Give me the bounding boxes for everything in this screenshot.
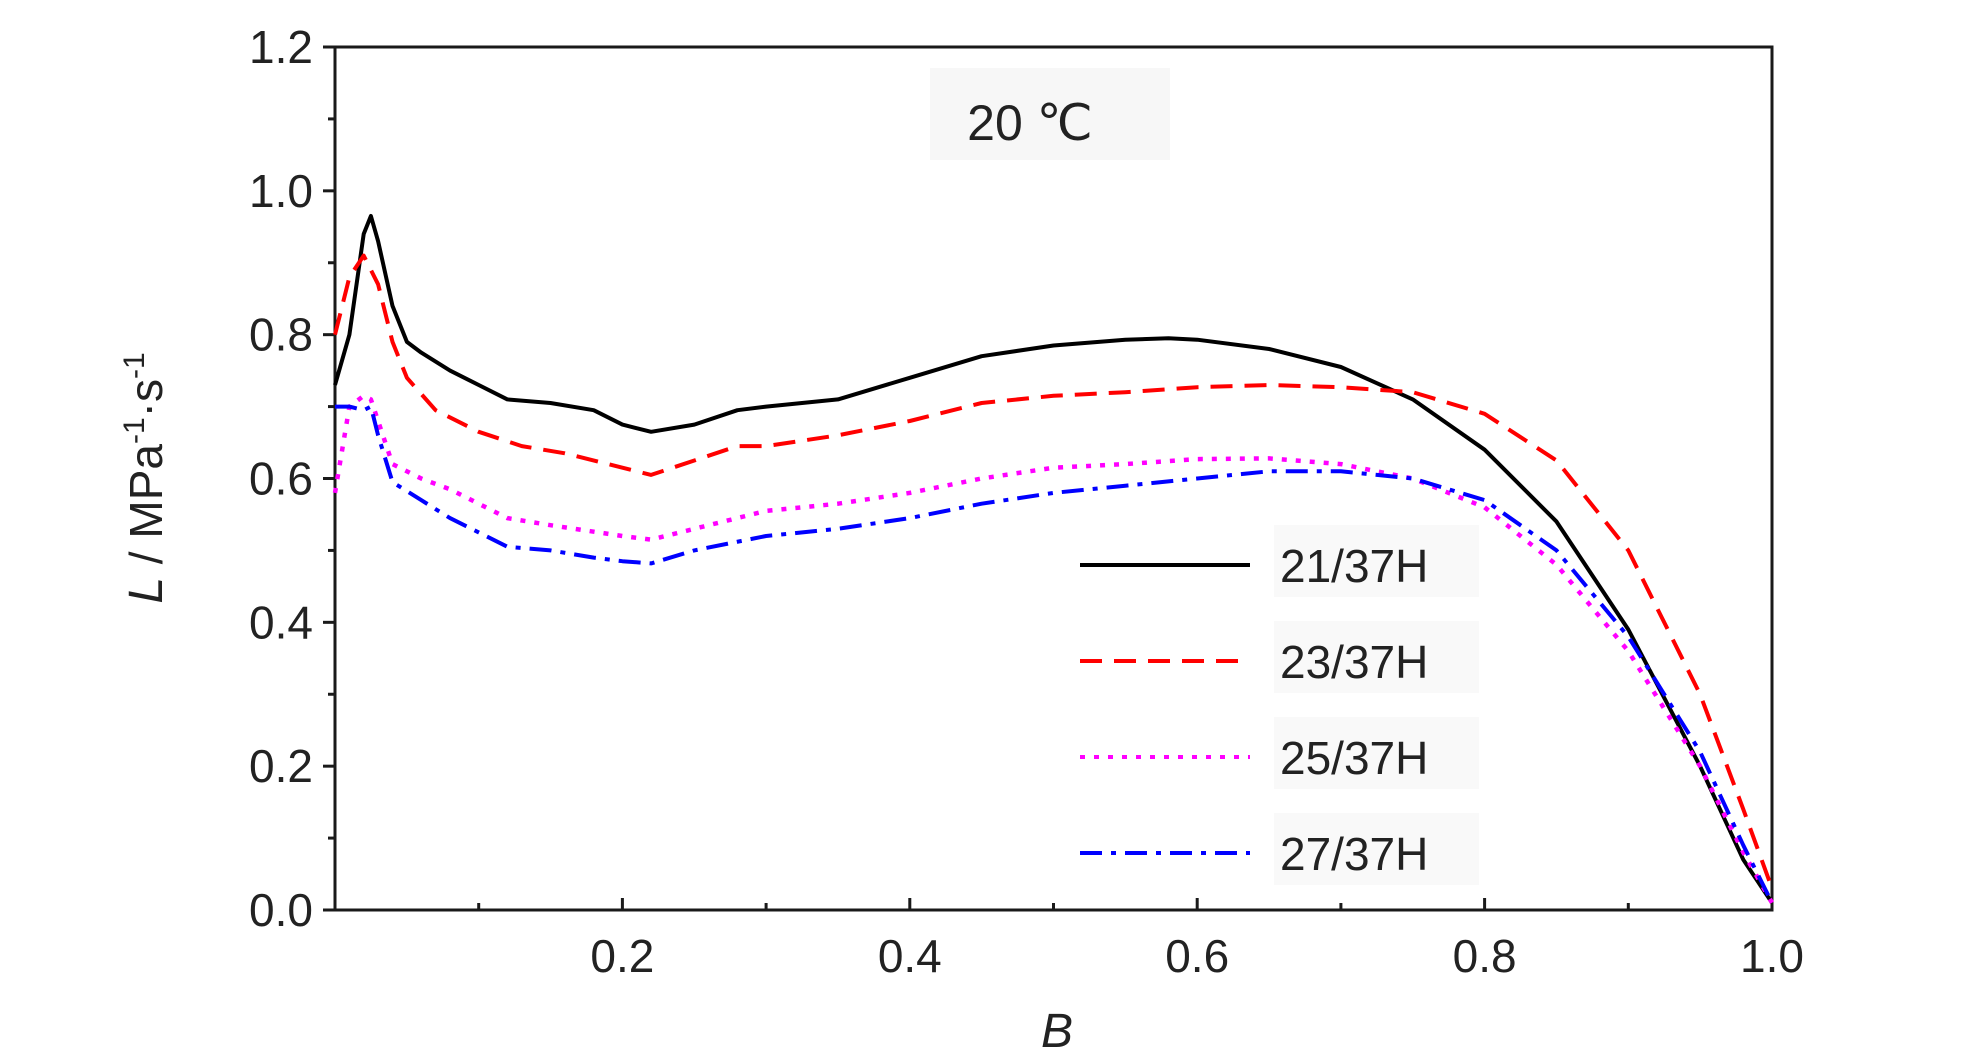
- legend-label: 25/37H: [1280, 732, 1428, 784]
- plot-frame: [333, 45, 1774, 912]
- x-tick-label: 0.8: [1453, 930, 1517, 982]
- legend-label: 23/37H: [1280, 636, 1428, 688]
- series-line-3: [332, 393, 1774, 904]
- series-lines: [332, 214, 1774, 904]
- y-axis-unit-exp1: -1: [118, 417, 151, 444]
- svg-text:L / MPa-1·s-1: L / MPa-1·s-1: [118, 352, 173, 603]
- x-tick-label: 1.0: [1740, 930, 1804, 982]
- y-tick-label: 1.0: [249, 165, 313, 217]
- legend-label: 27/37H: [1280, 828, 1428, 880]
- x-tick-label: 0.4: [878, 930, 942, 982]
- legend-label-bg: [1274, 717, 1479, 789]
- y-axis-symbol: L: [120, 577, 173, 604]
- legend-label-bg: [1274, 525, 1479, 597]
- legend-label-bg: [1274, 813, 1479, 885]
- series-line-1: [333, 214, 1774, 904]
- y-tick-label: 0.4: [249, 596, 313, 648]
- legend: 21/37H 23/37H 25/37H 27/37H: [1080, 525, 1479, 885]
- series-line-4: [335, 404, 1774, 904]
- x-axis-title: B: [1041, 1005, 1073, 1058]
- x-tick-label: 0.2: [590, 930, 654, 982]
- temperature-annotation: 20 ℃: [967, 95, 1093, 151]
- y-tick-label: 0.0: [249, 884, 313, 936]
- y-tick-label: 0.8: [249, 309, 313, 361]
- legend-label-bg: [1274, 621, 1479, 693]
- y-axis-unit-mid: ·s: [120, 379, 172, 417]
- y-tick-label: 0.6: [249, 453, 313, 505]
- series-line-2: [333, 253, 1774, 890]
- y-tick-label: 0.2: [249, 740, 313, 792]
- annotation-box: 20 ℃: [930, 68, 1170, 160]
- axis-ticks: 0.2 0.4 0.6 0.8 1.0 0.0 0.2 0.4 0.6 0.8 1.0 1.2: [249, 21, 1804, 982]
- y-axis-unit-exp2: -1: [118, 352, 151, 379]
- y-axis-title: L / MPa-1·s-1: [118, 352, 173, 603]
- y-axis-unit-prefix: / MPa: [120, 444, 172, 577]
- y-tick-label: 1.2: [249, 21, 313, 73]
- x-tick-label: 0.6: [1165, 930, 1229, 982]
- legend-label: 21/37H: [1280, 540, 1428, 592]
